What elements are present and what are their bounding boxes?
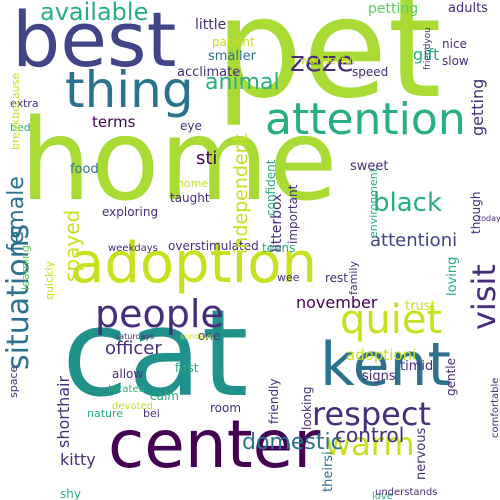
word-animal: animal xyxy=(205,70,280,95)
word-understands: understands xyxy=(375,487,438,498)
word-respect: respect xyxy=(312,395,431,433)
word-home: home xyxy=(20,96,338,226)
word-warm: warm xyxy=(325,425,415,463)
word-quiet: quiet xyxy=(340,297,443,343)
word-slow: slow xyxy=(442,54,469,68)
word-family: family xyxy=(347,261,360,295)
word-black: black xyxy=(373,188,443,218)
word-extra: extra xyxy=(10,97,39,110)
word-bed: bed xyxy=(10,121,31,134)
word-rest: rest xyxy=(325,271,349,285)
word-control: control xyxy=(335,423,405,447)
word-comfortable: comfortable xyxy=(490,377,500,438)
word-breakbecause: breakbecause xyxy=(9,72,22,150)
word-shorthair: shorthair xyxy=(54,375,73,448)
word-nature: nature xyxy=(87,407,124,420)
word-one: one xyxy=(198,329,221,343)
word-officer: officer xyxy=(105,338,162,359)
word-sundays: sundays xyxy=(180,332,214,341)
word-gentle: gentle xyxy=(444,357,458,396)
word-attentioni: attentioni xyxy=(370,230,458,251)
word-homei: homei xyxy=(177,177,212,190)
word-spayed: spayed xyxy=(60,209,84,282)
word-shy: shy xyxy=(60,487,81,500)
word-adoptioni: adoptioni xyxy=(346,346,417,364)
word-timid: timid xyxy=(400,359,434,374)
word-signs: signs xyxy=(362,369,396,384)
word-space: space xyxy=(7,365,20,398)
word-wee: wee xyxy=(277,271,300,284)
word-cat: cat xyxy=(62,285,249,424)
word-domestic: domestic xyxy=(242,430,343,455)
word-first: first xyxy=(175,361,199,375)
word-overstimulated: overstimulated xyxy=(168,239,259,253)
word-room: room xyxy=(210,401,242,415)
word-smaller: smaller xyxy=(208,49,256,64)
word-acclimate: acclimate xyxy=(177,65,241,80)
word-thing: thing xyxy=(65,61,194,119)
word-getting: getting xyxy=(468,78,487,136)
word-today: today xyxy=(478,214,500,223)
word-looking: looking xyxy=(300,386,314,430)
word-nervous: nervous xyxy=(414,427,429,480)
word-adoption: adoption xyxy=(70,231,317,296)
word-petting: petting xyxy=(368,1,419,17)
word-taught: taught xyxy=(170,191,210,205)
word-adults: adults xyxy=(448,1,488,16)
word-november: november xyxy=(296,293,378,312)
word-weekdays: weekdays xyxy=(108,243,158,254)
word-nice: nice xyxy=(442,37,467,51)
word-saturdays: saturdays xyxy=(115,332,155,341)
word-little: little xyxy=(195,17,227,33)
word-calm: calm xyxy=(150,389,179,403)
word-sweet: sweet xyxy=(350,159,389,174)
word-gift: gift xyxy=(413,45,440,64)
word-food: food xyxy=(70,162,99,177)
word-speed: speed xyxy=(352,65,389,79)
word-important: important xyxy=(286,184,300,244)
word-center: center xyxy=(108,406,321,483)
word-visit: visit xyxy=(465,264,500,330)
word-quickly: quickly xyxy=(43,261,56,300)
word-environment: environment xyxy=(367,167,380,238)
word-attention: attention xyxy=(265,94,466,145)
word-kitty: kitty xyxy=(60,450,96,469)
word-confident: confident xyxy=(264,159,278,216)
word-people: people xyxy=(95,292,224,336)
word-friendyou: friendyou xyxy=(423,27,433,70)
word-trust: trust xyxy=(405,299,436,314)
word-patient: patient xyxy=(212,35,255,49)
word-bei: bei xyxy=(143,407,160,420)
word-female: female xyxy=(4,176,29,252)
word-allow: allow xyxy=(112,367,144,381)
word-though: though xyxy=(469,191,483,234)
word-terms: terms xyxy=(92,113,136,131)
word-best: best xyxy=(12,0,177,84)
word-wonderful: wonderful xyxy=(300,54,355,67)
word-independent: independent xyxy=(230,133,252,254)
word-exploring: exploring xyxy=(102,205,159,219)
word-sti: sti xyxy=(196,148,218,169)
word-teens: teens xyxy=(262,241,296,255)
word-pet: pet xyxy=(215,0,442,129)
word-devoted: devoted xyxy=(112,401,153,412)
word-love: love xyxy=(372,491,393,500)
word-friendly: friendly xyxy=(267,378,281,424)
word-kent: kent xyxy=(320,330,452,400)
word-eye: eye xyxy=(180,119,202,133)
word-zeze: zeze xyxy=(290,45,354,78)
word-theirsi: theirsi xyxy=(321,451,336,492)
word-located: located xyxy=(108,384,145,395)
word-learning: learning xyxy=(19,245,32,290)
word-loving: loving xyxy=(445,256,460,296)
word-available: available xyxy=(40,0,149,26)
